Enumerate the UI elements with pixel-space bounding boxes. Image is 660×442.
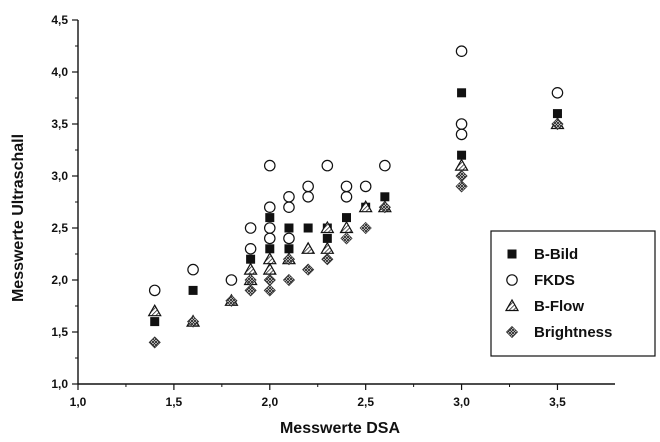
data-points	[147, 45, 565, 349]
data-point	[246, 254, 256, 264]
data-point	[148, 284, 161, 297]
data-point	[244, 222, 257, 234]
data-point	[225, 274, 238, 286]
legend-label: FKDS	[534, 272, 575, 289]
data-point	[321, 253, 334, 266]
x-tick-label: 3,5	[549, 395, 566, 409]
y-tick-label: 2,5	[51, 221, 68, 235]
data-point	[455, 45, 468, 57]
data-point	[263, 232, 276, 245]
data-point	[457, 150, 467, 160]
x-tick-label: 1,5	[166, 395, 183, 409]
data-point	[303, 223, 313, 233]
x-tick-label: 3,0	[453, 395, 470, 409]
data-point	[283, 201, 295, 213]
data-point	[455, 128, 468, 141]
data-point	[263, 159, 276, 172]
legend-marker	[507, 249, 517, 259]
data-point	[302, 180, 314, 193]
data-point	[265, 244, 275, 254]
data-point	[379, 159, 391, 172]
data-point	[187, 315, 200, 328]
data-point	[244, 243, 257, 255]
y-axis-title: Messwerte Ultraschall	[10, 134, 27, 302]
legend-label: B-Flow	[534, 298, 584, 315]
legend-box	[490, 230, 656, 357]
y-tick-label: 3,0	[51, 169, 68, 183]
data-point	[284, 223, 294, 233]
x-axis-title: Messwerte DSA	[280, 420, 400, 437]
data-point	[263, 222, 276, 234]
data-point	[225, 294, 238, 307]
data-point	[320, 220, 335, 234]
data-point	[339, 220, 354, 234]
data-point	[244, 273, 257, 287]
data-point	[358, 199, 373, 213]
data-point	[340, 191, 353, 203]
data-point	[301, 241, 316, 254]
legend-marker	[504, 298, 520, 312]
data-point	[322, 233, 332, 243]
data-point	[148, 336, 161, 349]
series-fkds	[148, 45, 564, 297]
data-point	[243, 262, 258, 275]
legend: B-Bild FKDS B-Flow Brightness	[490, 230, 656, 357]
data-point	[320, 241, 335, 254]
data-point	[455, 169, 468, 183]
data-point	[147, 303, 162, 317]
data-point	[551, 87, 564, 99]
legend-marker	[505, 325, 519, 339]
data-point	[188, 285, 198, 295]
data-point	[457, 88, 467, 98]
data-point	[262, 262, 277, 275]
data-point	[321, 159, 334, 172]
legend-label: Brightness	[534, 324, 612, 341]
data-point	[244, 284, 257, 297]
data-point	[454, 158, 469, 171]
data-point	[302, 191, 314, 203]
data-point	[342, 213, 351, 223]
legend-label: B-Bild	[534, 246, 578, 263]
y-tick-label: 4,0	[51, 65, 68, 79]
data-point	[283, 191, 295, 203]
data-point	[263, 273, 276, 287]
y-tick-label: 2,0	[51, 273, 68, 287]
x-tick-label: 1,0	[70, 395, 87, 409]
data-point	[263, 201, 276, 213]
x-tick-label: 2,0	[261, 395, 278, 409]
y-tick-label: 3,5	[51, 117, 68, 131]
x-tick-label: 2,5	[357, 395, 374, 409]
data-point	[282, 253, 296, 266]
legend-marker	[506, 274, 518, 286]
data-point	[359, 180, 372, 193]
data-point	[284, 244, 294, 254]
data-point	[262, 251, 277, 265]
series-b-bild	[150, 88, 562, 327]
data-point	[282, 273, 296, 287]
data-point	[455, 118, 468, 130]
data-point	[340, 232, 353, 245]
axis-ticks: 1,0 1,5 2,0 2,5 3,0 3,5 1,0 1,5 2,0 2,5 3,0 3,5 4,0 4…	[51, 13, 566, 409]
data-point	[283, 232, 295, 245]
data-point	[378, 201, 391, 214]
y-tick-label: 1,5	[51, 325, 68, 339]
data-point	[150, 317, 160, 327]
data-point	[359, 221, 372, 235]
data-point	[380, 192, 390, 202]
data-point	[187, 263, 199, 276]
y-tick-label: 1,0	[51, 377, 68, 391]
data-point	[302, 263, 315, 276]
data-point	[265, 213, 275, 223]
series-brightness	[148, 117, 564, 349]
data-point	[340, 180, 353, 193]
data-point	[263, 284, 276, 297]
y-tick-label: 4,5	[51, 13, 68, 27]
data-point	[455, 180, 468, 193]
data-point	[552, 109, 562, 119]
data-point	[551, 117, 564, 131]
